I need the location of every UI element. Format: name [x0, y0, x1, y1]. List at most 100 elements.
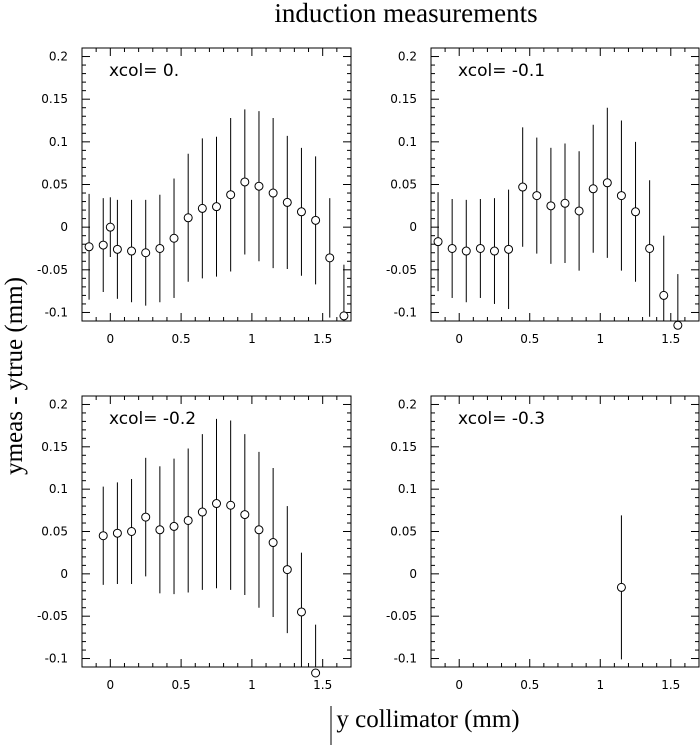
- data-point: [518, 182, 528, 192]
- data-point: [645, 243, 655, 253]
- y-tick-label: 0.15: [41, 92, 68, 106]
- x-tick-label: 1: [596, 678, 604, 692]
- x-tick-label: 0.5: [172, 678, 191, 692]
- x-tick-label: 1.5: [661, 678, 680, 692]
- data-point: [127, 527, 137, 536]
- y-tick-label: 0.2: [49, 397, 68, 411]
- chart-title: induction measurements: [274, 0, 537, 28]
- y-tick-label: -0.05: [37, 609, 68, 623]
- data-point: [141, 512, 151, 522]
- data-point: [659, 290, 669, 300]
- data-point: [105, 222, 115, 232]
- data-point: [98, 240, 108, 250]
- y-tick-label: 0.05: [390, 178, 417, 192]
- y-tick-label: 0.15: [41, 440, 68, 454]
- panel-frame: [430, 395, 700, 668]
- y-tick-label: -0.1: [394, 652, 417, 666]
- panels-group: xcol= 0. -0.1 -0.05 0 0.05 0.1 0.15 0.2 0 0.5 1 1.5…: [37, 47, 700, 692]
- data-point: [226, 190, 236, 200]
- x-tick-label: 0.5: [172, 332, 191, 346]
- y-tick-label: -0.05: [386, 263, 417, 277]
- panel-label: xcol= -0.1: [458, 61, 545, 81]
- x-tick-label: 0.5: [520, 678, 539, 692]
- data-point: [325, 253, 335, 263]
- y-tick-label: -0.05: [386, 609, 417, 623]
- x-tick-label: 0: [455, 332, 463, 346]
- y-tick-label: 0: [409, 220, 417, 234]
- data-point: [447, 243, 457, 253]
- y-tick-label: 0: [409, 567, 417, 581]
- y-tick-label: 0.15: [390, 440, 417, 454]
- data-point: [461, 246, 471, 256]
- panel-label: xcol= 0.: [109, 61, 179, 81]
- data-point: [254, 181, 264, 191]
- data-point: [183, 213, 193, 223]
- y-axis-label: ymeas - ytrue (mm): [1, 277, 28, 475]
- y-tick-label: 0.1: [398, 482, 417, 496]
- data-point: [169, 521, 179, 531]
- data-point: [504, 244, 514, 254]
- x-tick-label: 1: [248, 332, 256, 346]
- y-tick-label: 0.15: [390, 92, 417, 106]
- data-point: [254, 525, 264, 535]
- data-point: [631, 207, 641, 217]
- data-point: [183, 515, 193, 525]
- y-tick-label: 0.05: [41, 178, 68, 192]
- data-point: [169, 233, 179, 243]
- y-tick-label: 0: [60, 220, 68, 234]
- y-tick-label: 0: [60, 567, 68, 581]
- panel-label: xcol= -0.2: [109, 409, 196, 429]
- y-tick-label: -0.1: [45, 652, 68, 666]
- data-point: [226, 500, 236, 510]
- data-point: [84, 242, 94, 252]
- x-tick-label: 0.5: [520, 332, 539, 346]
- data-point: [141, 248, 151, 258]
- data-point: [616, 582, 626, 592]
- x-tick-label: 1: [596, 332, 604, 346]
- y-tick-label: 0.05: [390, 525, 417, 539]
- data-point: [532, 191, 542, 201]
- data-point: [546, 201, 556, 211]
- y-tick-label: 0.2: [49, 50, 68, 64]
- data-point: [602, 178, 612, 188]
- panel-label: xcol= -0.3: [458, 409, 545, 429]
- data-point: [673, 320, 683, 330]
- data-point: [268, 538, 278, 548]
- data-point: [560, 198, 570, 208]
- data-point: [282, 197, 292, 207]
- x-tick-label: 1.5: [661, 332, 680, 346]
- y-tick-label: 0.05: [41, 525, 68, 539]
- data-point: [616, 191, 626, 201]
- data-point: [475, 243, 485, 253]
- data-point: [155, 525, 165, 535]
- data-point: [112, 528, 122, 538]
- data-point: [127, 246, 137, 256]
- y-tick-label: -0.1: [394, 305, 417, 319]
- y-tick-label: 0.1: [49, 482, 68, 496]
- y-tick-label: 0.2: [398, 397, 417, 411]
- y-tick-label: 0.2: [398, 50, 417, 64]
- data-point: [268, 188, 278, 198]
- data-point: [98, 531, 108, 541]
- data-point: [574, 206, 584, 216]
- x-tick-label: 0: [455, 678, 463, 692]
- data-point: [296, 207, 306, 217]
- x-tick-label: 1: [248, 678, 256, 692]
- x-tick-label: 1.5: [313, 332, 332, 346]
- data-point: [212, 499, 221, 509]
- x-tick-label: 0: [106, 332, 114, 346]
- panel-2: xcol= -0.1 -0.1 -0.05 0 0.05 0.1 0.15 0.2 0 0.5 1 1…: [386, 47, 700, 346]
- y-tick-label: -0.05: [37, 263, 68, 277]
- panel-4: xcol= -0.3 -0.1 -0.05 0 0.05 0.1 0.15 0.2 0 0.5 1 1…: [386, 395, 700, 692]
- data-point: [155, 243, 165, 253]
- data-point: [212, 202, 221, 212]
- x-tick-label: 0: [106, 678, 114, 692]
- data-point: [311, 215, 321, 225]
- x-tick-label: 1.5: [313, 678, 332, 692]
- data-point: [197, 507, 207, 517]
- data-point: [489, 246, 499, 256]
- y-tick-label: 0.1: [49, 135, 68, 149]
- data-point: [588, 184, 598, 194]
- data-point: [433, 237, 443, 247]
